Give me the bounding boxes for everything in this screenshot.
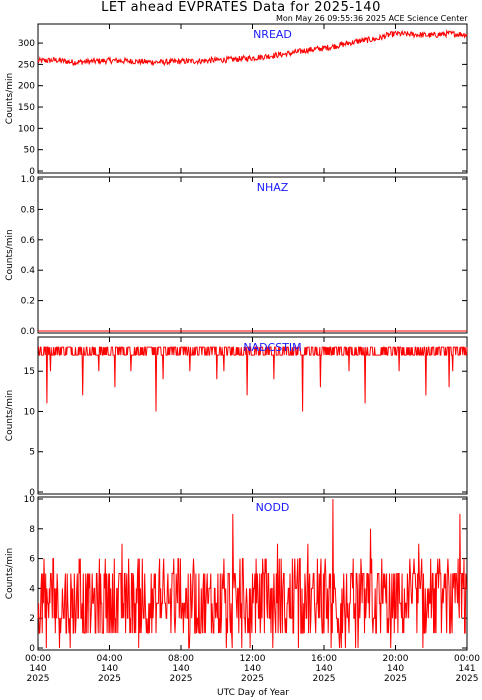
panel-nadcstim: 0 5 10 15 Counts/min NADCSTIM [5,336,468,498]
series-line [37,498,467,649]
y-tick-label: 10 [24,495,36,505]
panel-frame [37,23,468,174]
x-tick-time-label: 08:00 [168,654,194,664]
y-tick-label: 0.6 [21,236,36,246]
y-tick-label: 150 [18,103,35,113]
panel-label: NADCSTIM [243,341,301,354]
x-tick-doy-label: 140 [244,664,261,674]
x-tick-year-label: 2025 [98,674,121,684]
y-axis-label: Counts/min [5,229,15,280]
y-tick-label: 15 [24,367,35,377]
y-tick-label: 6 [29,555,35,565]
y-axis-label: Counts/min [5,548,15,599]
y-tick-label: 2 [29,614,35,624]
x-tick-time-label: 16:00 [311,654,337,664]
y-tick-label: 5 [29,448,35,458]
x-axis-label: UTC Day of Year [217,688,289,698]
y-tick-label: 200 [18,82,35,92]
y-axis-label: Counts/min [5,390,15,441]
y-tick-label: 0.8 [21,205,36,215]
x-tick-year-label: 2025 [170,674,193,684]
y-tick-label: 10 [24,407,36,417]
x-tick-year-label: 2025 [384,674,407,684]
y-tick-label: 0 [29,644,35,654]
y-tick-label: 300 [18,39,35,49]
x-tick-year-label: 2025 [241,674,264,684]
x-tick-time-label: 04:00 [97,654,123,664]
x-tick-time-label: 12:00 [240,654,266,664]
x-tick-time-label: 00:00 [25,654,51,664]
x-tick-time-label: 20:00 [383,654,409,664]
panel-label: NREAD [253,28,292,41]
panel-nhaz: 0.0 0.2 0.4 0.6 0.8 1.0 Counts/min NHAZ [5,175,468,337]
y-tick-label: 0.2 [21,297,35,307]
generation-timestamp: Mon May 26 09:55:36 2025 ACE Science Cen… [276,14,468,23]
y-tick-label: 100 [18,124,35,134]
y-tick-label: 8 [29,525,35,535]
y-tick-label: 0.4 [21,266,36,276]
y-tick-label: 0.0 [21,327,36,337]
series-line [38,346,468,412]
x-tick-doy-label: 140 [101,664,118,674]
y-axis-label: Counts/min [5,73,15,124]
x-tick-doy-label: 141 [458,664,475,674]
x-tick-doy-label: 140 [172,664,189,674]
x-tick-doy-label: 140 [387,664,404,674]
y-tick-label: 250 [18,60,35,70]
panel-nodd: 0 2 4 6 8 10 Counts/min NODD [5,495,468,654]
x-tick-doy-label: 140 [315,664,332,674]
series-line [37,29,468,67]
panel-label: NODD [256,501,290,514]
y-tick-label: 1.0 [21,175,36,185]
x-tick-doy-label: 140 [29,664,46,674]
y-tick-label: 50 [24,146,36,156]
y-tick-label: 4 [29,584,35,594]
panel-frame [37,336,468,495]
y-tick-label: 0 [29,488,35,498]
panel-nread: 0 50 100 150 200 250 300 Counts/min NREAD [5,23,468,177]
x-tick-year-label: 2025 [27,674,50,684]
page-title: LET ahead EVPRATES Data for 2025-140 [101,0,381,15]
x-tick-time-label: 00:00 [454,654,480,664]
panel-frame [37,176,468,334]
y-tick-label: 0 [29,167,35,177]
panel-label: NHAZ [257,181,289,194]
x-tick-year-label: 2025 [456,674,479,684]
x-tick-year-label: 2025 [313,674,336,684]
x-axis-labels: 00:00140202504:00140202508:00140202512:0… [25,654,480,698]
